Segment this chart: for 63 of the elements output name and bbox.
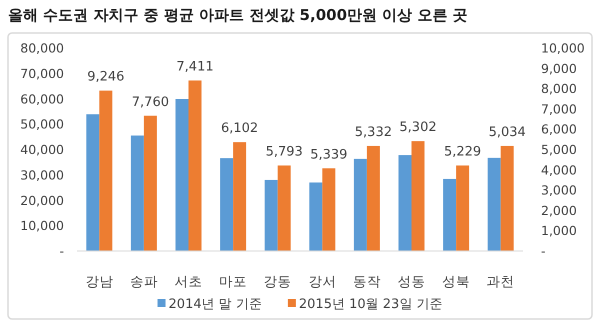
bar bbox=[309, 182, 322, 251]
x-tick-label: 과천 bbox=[486, 274, 515, 290]
y-tick-label: 20,000 bbox=[20, 192, 64, 208]
annotation: 5,339 bbox=[310, 147, 348, 162]
annotation: 5,332 bbox=[354, 124, 392, 140]
x-tick-label: 마포 bbox=[219, 274, 248, 290]
bar bbox=[99, 90, 112, 251]
y-tick-label: - bbox=[59, 244, 64, 258]
bar bbox=[488, 158, 501, 251]
bar bbox=[264, 180, 278, 251]
x-tick-label: 강남 bbox=[85, 274, 114, 290]
y2-tick-label: 3,000 bbox=[541, 182, 577, 198]
annotation: 5,034 bbox=[488, 124, 526, 140]
bar bbox=[398, 155, 412, 251]
x-tick-label: 서초 bbox=[174, 274, 202, 290]
bar bbox=[144, 116, 157, 251]
bar bbox=[443, 178, 456, 251]
y2-tick-label: - bbox=[541, 244, 546, 258]
y2-tick-label: 7,000 bbox=[541, 101, 577, 116]
y2-tick-label: 2,000 bbox=[541, 202, 577, 218]
bar bbox=[176, 99, 188, 251]
y-tick-label: 60,000 bbox=[20, 91, 64, 106]
bar bbox=[220, 158, 234, 251]
y-tick-label: 10,000 bbox=[20, 218, 64, 234]
bar bbox=[412, 141, 424, 251]
y-tick-label: 40,000 bbox=[20, 142, 64, 157]
y-tick-label: 70,000 bbox=[20, 66, 64, 81]
chart-title: 올해 수도권 자치구 중 평균 아파트 전셋값 5,000만원 이상 오른 곳 bbox=[8, 6, 468, 24]
x-tick-label: 성북 bbox=[442, 274, 470, 290]
bar bbox=[456, 165, 470, 251]
annotation: 6,102 bbox=[220, 121, 258, 136]
x-tick-label: 송파 bbox=[130, 274, 158, 290]
annotation: 5,302 bbox=[399, 120, 437, 136]
annotation: 5,229 bbox=[444, 144, 482, 160]
y-tick-label: 50,000 bbox=[20, 116, 64, 132]
bar bbox=[86, 114, 100, 251]
x-tick-label: 동작 bbox=[352, 274, 381, 290]
y2-tick-label: 6,000 bbox=[541, 122, 577, 137]
y2-tick-label: 8,000 bbox=[541, 81, 577, 96]
x-tick-label: 성동 bbox=[398, 274, 426, 290]
bar bbox=[354, 158, 367, 251]
y2-tick-label: 1,000 bbox=[541, 223, 577, 238]
y2-tick-label: 4,000 bbox=[541, 162, 577, 178]
bar bbox=[322, 168, 336, 251]
annotation: 5,793 bbox=[266, 144, 303, 160]
bar bbox=[278, 165, 291, 251]
legend-label: 2015년 10월 23일 기준 bbox=[298, 297, 442, 312]
bar bbox=[130, 136, 144, 251]
y2-tick-label: 10,000 bbox=[541, 40, 585, 56]
legend-label: 2014년 말 기준 bbox=[168, 297, 262, 312]
annotation: 7,760 bbox=[132, 94, 170, 110]
annotation: 7,411 bbox=[176, 59, 214, 74]
bar bbox=[233, 142, 246, 251]
bar bbox=[500, 146, 514, 251]
y2-tick-label: 5,000 bbox=[541, 142, 577, 157]
y-tick-label: 30,000 bbox=[20, 167, 64, 182]
x-tick-label: 강서 bbox=[308, 274, 336, 290]
bar bbox=[188, 80, 202, 251]
bar bbox=[366, 146, 380, 251]
annotation: 9,246 bbox=[87, 70, 124, 85]
x-tick-label: 강동 bbox=[264, 274, 292, 290]
y-tick-label: 80,000 bbox=[20, 40, 64, 56]
y2-tick-label: 9,000 bbox=[541, 60, 577, 76]
